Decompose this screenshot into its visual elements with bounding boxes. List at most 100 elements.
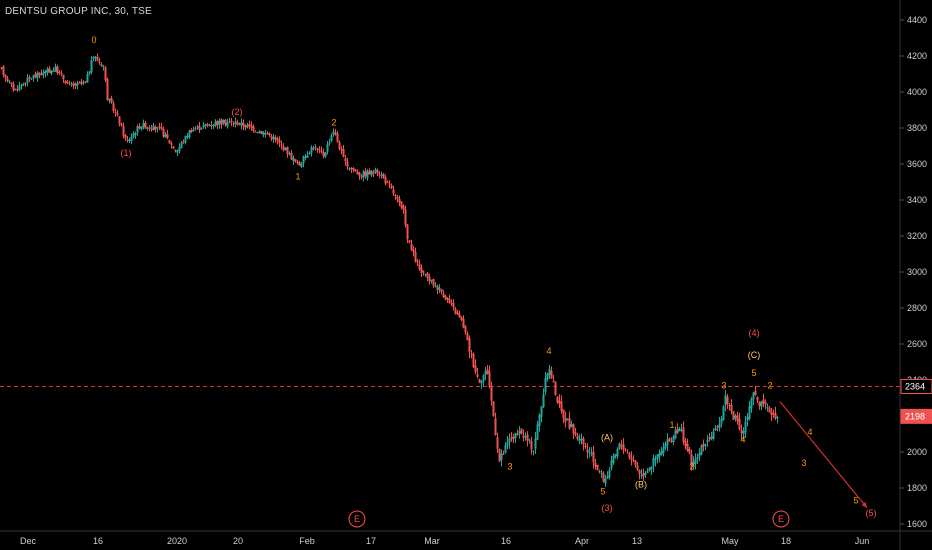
candle-body bbox=[426, 273, 429, 278]
candle-body bbox=[32, 75, 35, 78]
candle-body bbox=[524, 436, 527, 438]
wave-label: (B) bbox=[635, 479, 647, 489]
projection-arrow-head bbox=[861, 501, 867, 508]
candle-body bbox=[152, 125, 155, 131]
candle-body bbox=[700, 445, 703, 455]
candle-body bbox=[214, 121, 217, 126]
candle-body bbox=[410, 243, 413, 250]
candle-body bbox=[182, 141, 185, 143]
candle-body bbox=[392, 189, 395, 194]
candle-body bbox=[246, 124, 249, 128]
earnings-marker-label: E bbox=[778, 514, 784, 524]
x-tick-label: 16 bbox=[501, 536, 511, 546]
candle-body bbox=[728, 405, 731, 407]
candle-body bbox=[370, 170, 373, 176]
candle-body bbox=[686, 443, 689, 451]
candle-body bbox=[24, 83, 27, 85]
candle-body bbox=[248, 124, 251, 127]
candle-body bbox=[192, 129, 195, 131]
candle-body bbox=[156, 127, 159, 129]
y-tick-label: 4200 bbox=[907, 51, 927, 61]
candle-body bbox=[432, 279, 435, 286]
candle-body bbox=[352, 167, 355, 171]
candle-body bbox=[232, 123, 235, 125]
candle-body bbox=[660, 450, 663, 456]
x-tick-label: Mar bbox=[424, 536, 440, 546]
candle-body bbox=[520, 428, 523, 434]
candle-body bbox=[184, 135, 187, 143]
candle-body bbox=[386, 182, 389, 184]
candle-body bbox=[216, 120, 219, 126]
candle-body bbox=[678, 428, 681, 432]
candle-body bbox=[268, 133, 271, 135]
candle-body bbox=[446, 298, 449, 300]
candle-body bbox=[0, 67, 3, 69]
candle-body bbox=[720, 418, 723, 424]
candle-body bbox=[480, 381, 483, 384]
candle-body bbox=[624, 450, 627, 452]
candle-body bbox=[388, 183, 391, 185]
candle-body bbox=[650, 466, 653, 469]
candle-body bbox=[606, 476, 609, 479]
candle-body bbox=[468, 338, 471, 352]
candle-body bbox=[58, 71, 61, 73]
candle-body bbox=[682, 427, 685, 443]
wave-label: 1 bbox=[669, 420, 674, 430]
wave-label: 3 bbox=[507, 461, 512, 471]
candle-body bbox=[274, 137, 277, 140]
candle-body bbox=[436, 286, 439, 290]
candle-body bbox=[676, 429, 679, 434]
wave-label: (3) bbox=[602, 503, 613, 513]
candles-layer bbox=[0, 53, 779, 487]
candle-body bbox=[418, 263, 421, 270]
candle-body bbox=[508, 438, 511, 443]
candle-body bbox=[492, 401, 495, 417]
candle-body bbox=[528, 439, 531, 441]
candle-body bbox=[368, 170, 371, 175]
candle-body bbox=[360, 176, 363, 178]
candle-body bbox=[384, 177, 387, 184]
y-tick-label: 2800 bbox=[907, 303, 927, 313]
candle-body bbox=[750, 398, 753, 409]
candle-body bbox=[292, 158, 295, 161]
candle-body bbox=[550, 370, 553, 379]
candle-body bbox=[14, 88, 17, 90]
candle-body bbox=[164, 134, 167, 138]
candle-body bbox=[8, 81, 11, 83]
candle-body bbox=[502, 453, 505, 455]
candle-body bbox=[772, 413, 775, 415]
y-tick-label: 2600 bbox=[907, 339, 927, 349]
candle-body bbox=[454, 308, 457, 314]
x-tick-label: 20 bbox=[233, 536, 243, 546]
candle-body bbox=[300, 163, 303, 167]
candle-body bbox=[594, 463, 597, 467]
y-tick-label: 4400 bbox=[907, 15, 927, 25]
candle-body bbox=[374, 169, 377, 173]
y-tick-label: 3200 bbox=[907, 231, 927, 241]
candle-body bbox=[262, 132, 265, 136]
candle-body bbox=[636, 465, 639, 470]
candle-body bbox=[186, 136, 189, 138]
candle-body bbox=[380, 175, 383, 177]
candle-body bbox=[86, 73, 89, 83]
candle-body bbox=[684, 440, 687, 446]
candle-body bbox=[118, 116, 121, 124]
candle-body bbox=[522, 435, 525, 438]
candle-body bbox=[162, 128, 165, 137]
candle-body bbox=[124, 134, 127, 139]
candle-body bbox=[378, 173, 381, 175]
candle-body bbox=[128, 139, 131, 141]
candle-body bbox=[568, 418, 571, 429]
candle-body bbox=[166, 133, 169, 139]
candle-body bbox=[256, 132, 259, 134]
candle-body bbox=[202, 125, 205, 128]
candle-body bbox=[462, 318, 465, 328]
x-tick-label: 18 bbox=[781, 536, 791, 546]
candle-body bbox=[632, 459, 635, 461]
candle-body bbox=[358, 172, 361, 176]
projection-layer bbox=[779, 401, 868, 509]
candle-body bbox=[602, 473, 605, 482]
y-tick-label: 3400 bbox=[907, 195, 927, 205]
